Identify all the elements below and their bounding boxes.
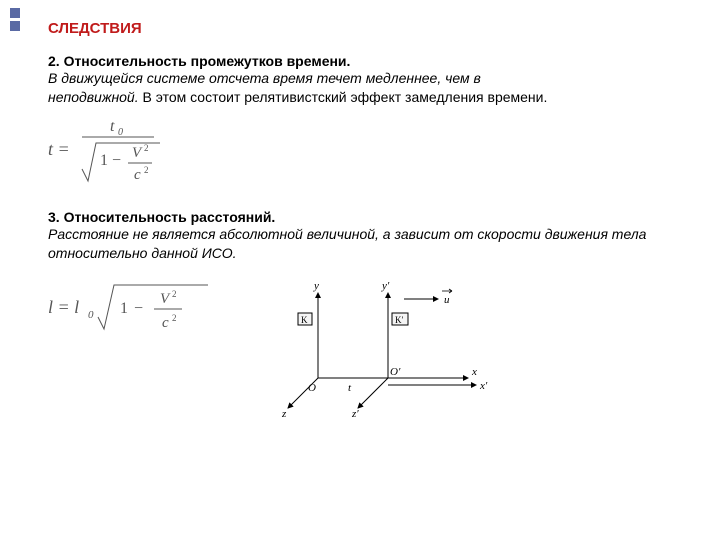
lbl-u: u: [444, 294, 450, 306]
bullet-square: [10, 8, 20, 18]
lbl-yprime: y′: [381, 280, 390, 292]
lbl-t: t: [348, 382, 352, 394]
lbl-Kprime: K′: [395, 315, 403, 325]
formula-time-dilation: t = t 0 1 − V 2 c 2: [48, 115, 688, 187]
section3-body: Расстояние не является абсолютной величи…: [48, 225, 688, 263]
lbl-xprime: x′: [479, 380, 488, 392]
svg-text:−: −: [112, 152, 121, 169]
formula-length-contraction: l = l 0 1 − V 2 c 2: [48, 273, 218, 343]
f-t-lhs: t =: [48, 139, 70, 159]
f-t-c: c: [134, 167, 141, 183]
section2-line2a: неподвижной.: [48, 89, 139, 105]
section2-line1: В движущейся системе отсчета время течет…: [48, 70, 481, 86]
lbl-Oprime: O′: [390, 366, 401, 378]
f-l-c: c: [162, 315, 169, 331]
f-l-exp1: 2: [172, 289, 177, 299]
lbl-z: z: [281, 408, 287, 420]
f-l-one: 1: [120, 300, 128, 317]
slide-content: СЛЕДСТВИЯ 2. Относительность промежутков…: [48, 20, 688, 423]
lbl-x: x: [471, 366, 477, 378]
lbl-y: y: [313, 280, 319, 292]
lbl-K: K: [301, 315, 308, 325]
section3-title: 3. Относительность расстояний.: [48, 209, 688, 225]
section2-body: В движущейся системе отсчета время течет…: [48, 69, 688, 107]
bullet-square: [10, 21, 20, 31]
f-t-num-sub: 0: [118, 127, 123, 138]
reference-frames-diagram: y y′ x x′ z z′ O O′ K K′ u t: [258, 273, 488, 423]
f-l-V: V: [160, 291, 171, 307]
f-l-lhs: l = l: [48, 297, 79, 317]
f-t-num: t: [110, 118, 115, 135]
lbl-zprime: z′: [351, 408, 359, 420]
slide-bullets: [10, 8, 20, 34]
f-l-exp2: 2: [172, 313, 177, 323]
section2-rest: В этом состоит релятивистский эффект зам…: [139, 89, 548, 105]
formula-t-svg: t = t 0 1 − V 2 c 2: [48, 115, 188, 187]
f-l-sub0: 0: [88, 309, 94, 321]
page-title: СЛЕДСТВИЯ: [48, 20, 688, 37]
f-t-V: V: [132, 145, 143, 161]
section2-title: 2. Относительность промежутков времени.: [48, 53, 688, 69]
f-t-one: 1: [100, 152, 108, 169]
lbl-O: O: [308, 382, 316, 394]
f-t-exp2: 2: [144, 165, 149, 175]
svg-text:−: −: [134, 300, 143, 317]
f-t-exp1: 2: [144, 143, 149, 153]
